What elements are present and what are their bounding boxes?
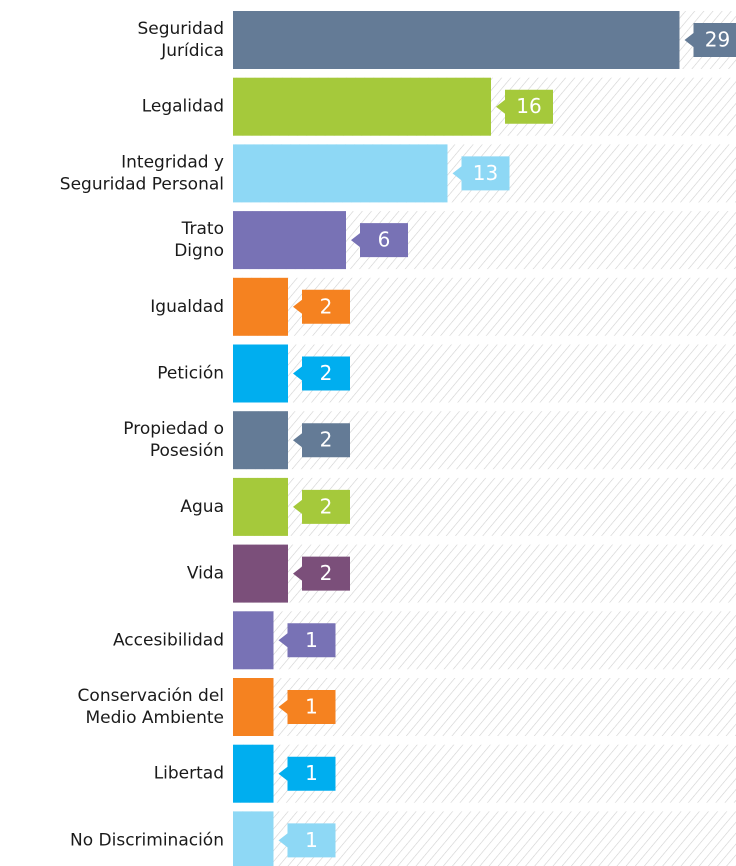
value-label-box: [684, 23, 736, 57]
category-label: Seguridad Personal: [60, 174, 224, 194]
value-label: 13: [473, 161, 498, 185]
category-label: Agua: [180, 497, 224, 517]
bar: [233, 477, 288, 536]
bar: [233, 77, 491, 136]
value-label-box: [351, 223, 408, 258]
value-label: 2: [320, 361, 333, 385]
bar: [233, 411, 288, 470]
category-label: Libertad: [154, 764, 224, 784]
bar: [233, 344, 288, 403]
value-label-box: [293, 423, 350, 458]
value-label: 2: [320, 494, 333, 518]
value-label: 1: [305, 761, 318, 785]
category-label: Medio Ambiente: [85, 708, 224, 728]
value-label: 2: [320, 428, 333, 452]
category-label: Integridad y: [121, 152, 224, 172]
bar: [233, 144, 448, 203]
category-label: Seguridad: [137, 19, 224, 39]
value-label: 6: [378, 228, 391, 252]
value-label-box: [293, 356, 350, 391]
value-label-box: [293, 289, 350, 324]
value-label: 16: [516, 94, 541, 118]
bar: [233, 611, 274, 670]
value-label-box: [293, 489, 350, 524]
bar: [233, 678, 274, 736]
bar: [233, 211, 346, 270]
value-label-box: [278, 623, 336, 658]
category-label: Posesión: [150, 441, 224, 461]
category-label: Legalidad: [142, 97, 224, 117]
bar: [233, 744, 274, 803]
value-label: 2: [320, 294, 333, 318]
category-label: Digno: [174, 241, 224, 261]
category-label: Accesibilidad: [113, 630, 224, 650]
value-label-box: [278, 756, 336, 791]
category-label: No Discriminación: [70, 830, 224, 850]
category-label: Trato: [181, 219, 224, 239]
value-label: 2: [320, 561, 333, 585]
bar: [233, 277, 288, 336]
value-label: 1: [305, 828, 318, 852]
value-label-box: [278, 690, 336, 724]
value-label-box: [293, 556, 350, 591]
value-label: 1: [305, 695, 318, 719]
category-label: Vida: [187, 564, 224, 584]
value-label-box: [452, 156, 510, 191]
category-label: Petición: [157, 364, 224, 384]
value-label: 1: [305, 628, 318, 652]
bar: [233, 11, 680, 69]
bar: [233, 811, 274, 866]
bar: [233, 544, 288, 603]
category-label: Igualdad: [150, 297, 224, 317]
category-label: Conservación del: [78, 686, 224, 706]
value-label: 29: [705, 28, 730, 52]
value-label-box: [278, 823, 336, 858]
category-label: Jurídica: [160, 41, 224, 61]
value-label-box: [496, 89, 553, 124]
category-label: Propiedad o: [123, 419, 224, 439]
